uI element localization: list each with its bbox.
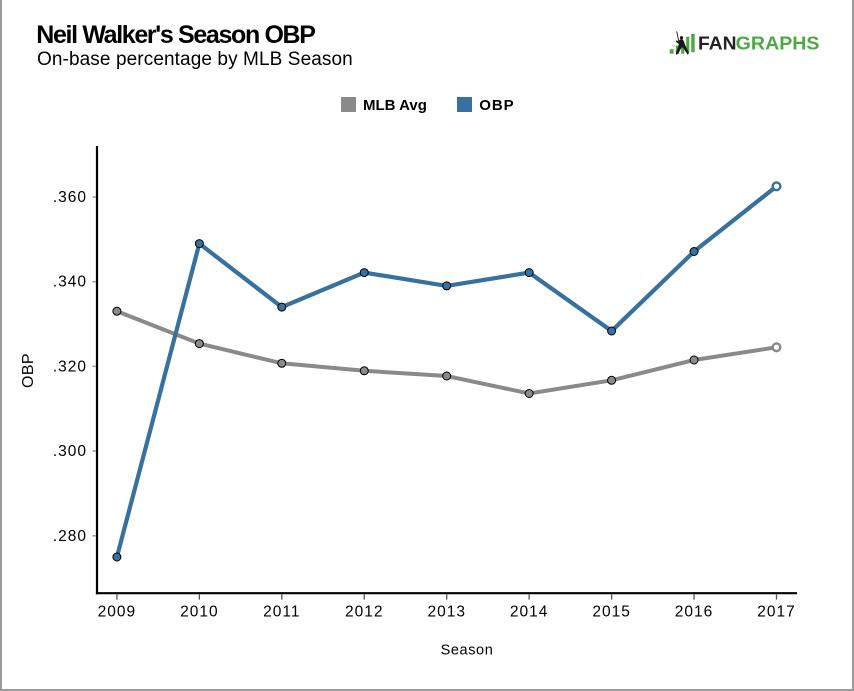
svg-text:2017: 2017 <box>757 604 795 621</box>
svg-text:2011: 2011 <box>263 604 300 621</box>
svg-text:2014: 2014 <box>510 604 548 621</box>
svg-text:2015: 2015 <box>592 604 630 621</box>
svg-text:2009: 2009 <box>98 604 136 621</box>
svg-text:.300: .300 <box>53 443 87 460</box>
svg-text:.360: .360 <box>53 189 87 206</box>
svg-text:2012: 2012 <box>345 604 383 621</box>
svg-text:.340: .340 <box>53 274 87 291</box>
svg-text:Season: Season <box>441 643 494 659</box>
svg-text:OBP: OBP <box>20 353 37 388</box>
svg-text:2016: 2016 <box>675 604 713 621</box>
svg-text:.280: .280 <box>53 528 87 545</box>
svg-text:2013: 2013 <box>427 604 465 621</box>
svg-text:2010: 2010 <box>180 604 218 621</box>
svg-text:.320: .320 <box>53 358 87 375</box>
svg-text:FAN: FAN <box>698 34 737 54</box>
svg-text:GRAPHS: GRAPHS <box>736 34 820 54</box>
